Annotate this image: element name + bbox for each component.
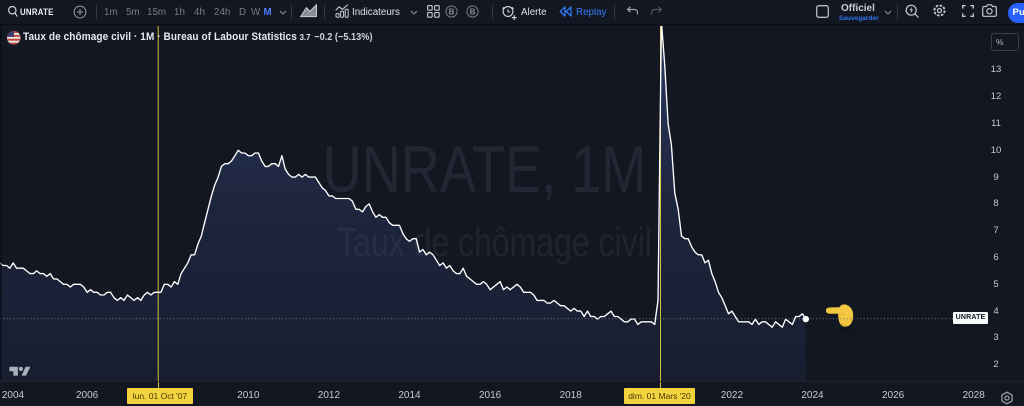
svg-text:B: B	[449, 7, 455, 16]
svg-text:B: B	[469, 7, 475, 16]
